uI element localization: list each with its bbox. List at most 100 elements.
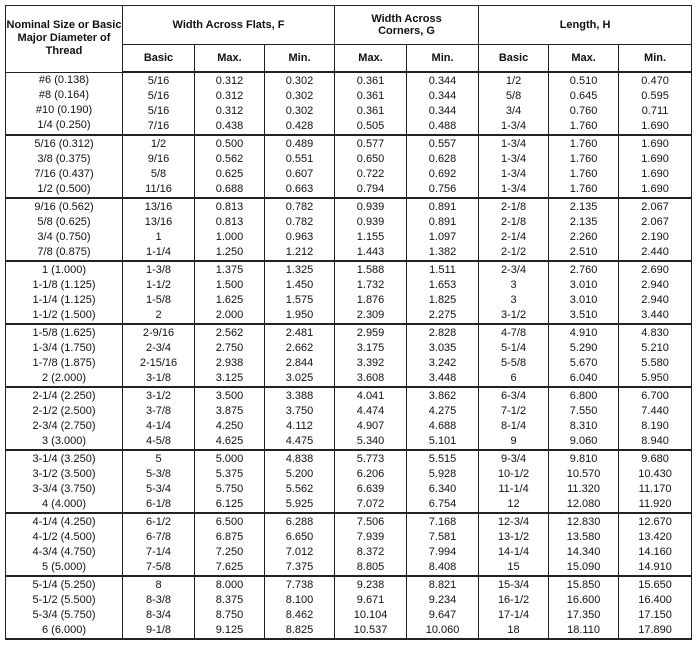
cell-value: 9.671 xyxy=(356,593,385,606)
cell-value: 0.650 xyxy=(356,152,385,165)
cell-value: 3-1/2 xyxy=(145,389,172,402)
cell-value: 13.420 xyxy=(638,530,672,543)
row-group: 1-5/8 (1.625) 1-3/4 (1.750) 1-7/8 (1.875) 2… xyxy=(5,323,693,388)
cell-value: 1.382 xyxy=(428,245,457,258)
cell-value: 2.940 xyxy=(641,293,669,306)
cell-value: 0.488 xyxy=(428,119,457,132)
cell-value: 9/16 xyxy=(147,152,170,165)
cell-value: 5.375 xyxy=(215,467,244,480)
cell-value: 3/4 xyxy=(505,104,522,117)
cell: 6.500 6.875 7.250 7.625 xyxy=(194,512,265,577)
cell-value: 1.690 xyxy=(641,167,669,180)
cell-value: 2-15/16 xyxy=(139,356,178,369)
cell-value: 1.690 xyxy=(641,152,669,165)
cell-value: 0.607 xyxy=(285,167,314,180)
cell-value: 0.557 xyxy=(428,137,457,150)
cell: 1-5/8 (1.625) 1-3/4 (1.750) 1-7/8 (1.875) 2… xyxy=(5,323,123,388)
cell: 13/16 13/16 1 1-1/4 xyxy=(122,197,195,262)
cell-value: 8.190 xyxy=(641,419,669,432)
cell-value: 5.773 xyxy=(356,452,385,465)
cell-value: 1.950 xyxy=(285,308,314,321)
cell: 0.302 0.302 0.302 0.428 xyxy=(263,71,336,136)
cell-value: 6.875 xyxy=(215,530,244,543)
cell-value: 6.125 xyxy=(215,497,244,510)
cell-value: 0.813 xyxy=(215,215,244,228)
cell-value: 4-7/8 xyxy=(501,326,527,339)
cell-value: 5/8 xyxy=(150,167,167,180)
cell-value: 6.650 xyxy=(285,530,314,543)
cell-value: 18.110 xyxy=(567,623,600,636)
cell-value: 9 xyxy=(510,434,517,447)
cell-value: 5.580 xyxy=(641,356,669,369)
group-header: Length, H xyxy=(478,5,693,45)
cell: 2.135 2.135 2.260 2.510 xyxy=(548,197,620,262)
cell-value: 3.388 xyxy=(285,389,314,402)
cell: 5.000 5.375 5.750 6.125 xyxy=(194,449,265,514)
cell-value: 12 xyxy=(507,497,520,510)
cell-value: 2.662 xyxy=(285,341,314,354)
cell-value: 1/2 xyxy=(505,74,522,87)
cell-value: 4.475 xyxy=(285,434,314,447)
cell-value: 2.562 xyxy=(215,326,244,339)
cell-value: 2.067 xyxy=(641,215,669,228)
cell-value: 1-3/4 xyxy=(501,152,527,165)
cell-value: 1.825 xyxy=(428,293,457,306)
subheader: Min. xyxy=(618,44,693,73)
cell-value: 8.408 xyxy=(428,560,457,573)
cell-value: 17.350 xyxy=(566,608,601,621)
cell-value: 1-1/4 (1.125) xyxy=(32,293,96,306)
cell-value: 3 xyxy=(510,278,517,291)
cell: 3-1/2 3-7/8 4-1/4 4-5/8 xyxy=(122,386,195,451)
cell-value: 14.340 xyxy=(566,545,601,558)
cell-value: 6.040 xyxy=(569,371,598,384)
cell-value: 2.750 xyxy=(215,341,244,354)
cell-value: 16.400 xyxy=(638,593,672,606)
cell-value: 9-3/4 xyxy=(501,452,527,465)
cell-value: 6-1/8 xyxy=(145,497,172,510)
cell-value: 9.060 xyxy=(569,434,598,447)
cell-value: 7.550 xyxy=(569,404,598,417)
cell-value: 7.738 xyxy=(285,578,314,591)
cell-value: 7.994 xyxy=(428,545,457,558)
cell-value: 1-3/4 xyxy=(501,167,527,180)
cell-value: 0.438 xyxy=(215,119,244,132)
cell-value: 15.850 xyxy=(566,578,601,591)
cell-value: 18 xyxy=(507,623,520,636)
cell-value: 0.302 xyxy=(285,89,314,102)
cell-value: 0.628 xyxy=(428,152,457,165)
cell-value: 2.481 xyxy=(285,326,314,339)
cell-value: 6 (6.000) xyxy=(41,623,87,636)
cell: 5-1/4 (5.250) 5-1/2 (5.500) 5-3/4 (5.750) 6… xyxy=(5,575,123,640)
cell: 5.773 6.206 6.639 7.072 xyxy=(334,449,408,514)
cell-value: 10.537 xyxy=(353,623,388,636)
cell: 0.939 0.939 1.155 1.443 xyxy=(334,197,408,262)
group-header: Width Across Flats, F xyxy=(121,5,336,45)
subheader: Max. xyxy=(194,44,265,73)
cell: 3.862 4.275 4.688 5.101 xyxy=(406,386,480,451)
cell-value: 4.474 xyxy=(356,404,385,417)
cell-value: 8.100 xyxy=(285,593,314,606)
thread-table: Nominal Size or Basic Major Diameter of … xyxy=(5,5,693,640)
cell-value: 8.940 xyxy=(641,434,669,447)
cell-value: 11-1/4 xyxy=(498,482,529,495)
cell-value: 0.722 xyxy=(356,167,385,180)
cell-value: 5 xyxy=(155,452,162,465)
cell-value: 9.647 xyxy=(428,608,457,621)
cell: 0.557 0.628 0.692 0.756 xyxy=(406,134,480,199)
cell-value: 15-3/4 xyxy=(497,578,530,591)
cell-value: 0.794 xyxy=(356,182,385,195)
cell-value: 1.876 xyxy=(356,293,385,306)
cell-value: 12-3/4 xyxy=(497,515,530,528)
cell-value: 0.760 xyxy=(569,104,598,117)
cell: 2.690 2.940 2.940 3.440 xyxy=(618,260,693,325)
cell: 4.830 5.210 5.580 5.950 xyxy=(618,323,693,388)
cell: 1.760 1.760 1.760 1.760 xyxy=(548,134,620,199)
cell-value: 7/8 (0.875) xyxy=(37,245,91,258)
cell-value: 0.312 xyxy=(215,89,244,102)
cell-value: 5.515 xyxy=(428,452,457,465)
cell-value: 2.938 xyxy=(215,356,244,369)
cell-value: 5/16 (0.312) xyxy=(34,137,94,150)
cell-value: 0.756 xyxy=(428,182,457,195)
cell-value: 1/2 (0.500) xyxy=(37,182,91,195)
row-group: #6 (0.138) #8 (0.164) #10 (0.190) 1/4 (0.25… xyxy=(5,71,693,136)
